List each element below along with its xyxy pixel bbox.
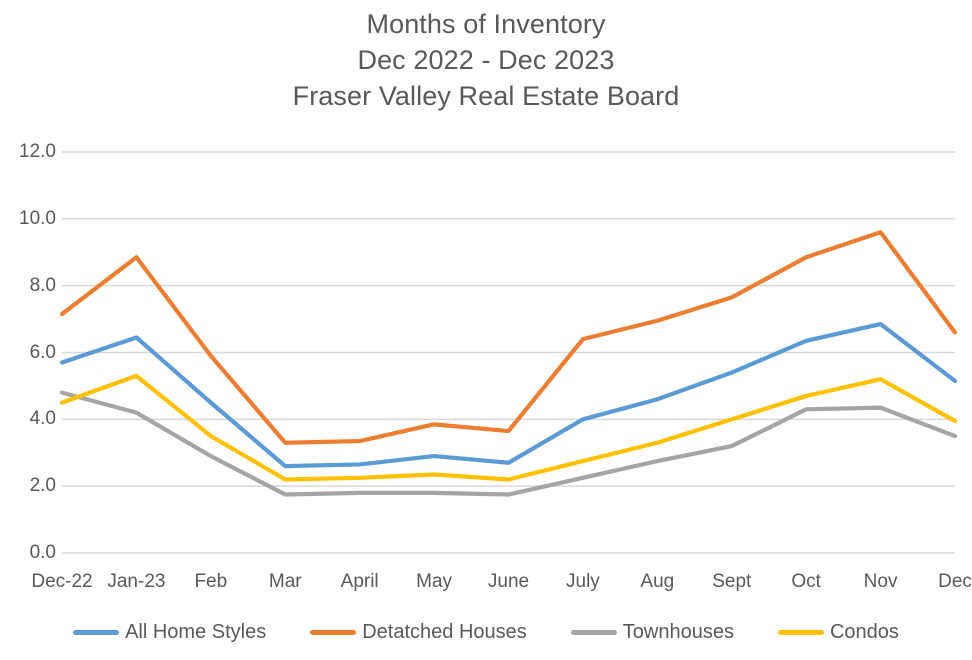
y-axis-tick-label: 2.0 (29, 475, 56, 497)
x-axis-tick-label: April (340, 571, 379, 592)
y-axis-tick-label: 0.0 (29, 542, 56, 563)
legend-color-swatch (73, 629, 120, 635)
chart-title: Months of Inventory Dec 2022 - Dec 2023 … (0, 6, 972, 114)
chart-legend: All Home Styles Detatched Houses Townhouse… (0, 612, 972, 652)
x-axis-tick-label: May (416, 571, 453, 592)
y-axis-tick-label: 12.0 (19, 141, 56, 162)
series-line-townhouses (59, 390, 958, 497)
chart-title-line-3: Fraser Valley Real Estate Board (292, 81, 680, 111)
legend-item[interactable]: Townhouses (570, 621, 734, 643)
legend-item[interactable]: Condos (777, 621, 899, 643)
legend-color-swatch (777, 629, 824, 635)
legend-item[interactable]: Detatched Houses (310, 621, 527, 643)
chart-title-line-2: Dec 2022 - Dec 2023 (357, 45, 615, 75)
legend-color-swatch (310, 629, 357, 635)
legend-color-swatch (570, 629, 617, 635)
series-line-condos (59, 373, 958, 482)
y-axis-ticks: 12.0 10.0 8.0 6.0 4.0 2.0 0.0 (0, 0, 56, 660)
x-axis-tick-label: Nov (863, 571, 898, 592)
x-axis-tick-label: Sept (712, 571, 752, 592)
legend-label: Townhouses (622, 621, 734, 643)
x-axis-tick-label: Dec (938, 571, 972, 592)
x-axis-tick-label: Feb (194, 571, 228, 592)
x-axis-tick-label: June (487, 571, 530, 592)
y-axis-tick-label: 10.0 (19, 207, 56, 229)
chart-title-line-1: Months of Inventory (366, 9, 606, 39)
y-axis-tick-label: 8.0 (29, 274, 56, 296)
legend-label: Detatched Houses (362, 621, 527, 643)
x-axis-tick-label: Mar (268, 571, 302, 592)
series-line-all-home-styles (59, 322, 958, 469)
legend-label: All Home Styles (125, 621, 267, 643)
series-line-detatched-houses (59, 230, 958, 445)
x-axis-tick-label: Dec-22 (31, 571, 93, 592)
x-axis-tick-label: Aug (640, 571, 675, 592)
y-axis-tick-label: 6.0 (29, 341, 56, 363)
y-axis-tick-label: 4.0 (29, 408, 56, 430)
x-axis-tick-label: Oct (791, 571, 821, 592)
x-axis-tick-label: July (566, 571, 600, 592)
legend-item[interactable]: All Home Styles (73, 621, 266, 643)
legend-label: Condos (829, 621, 899, 643)
x-axis-tick-label: Jan-23 (107, 571, 166, 592)
